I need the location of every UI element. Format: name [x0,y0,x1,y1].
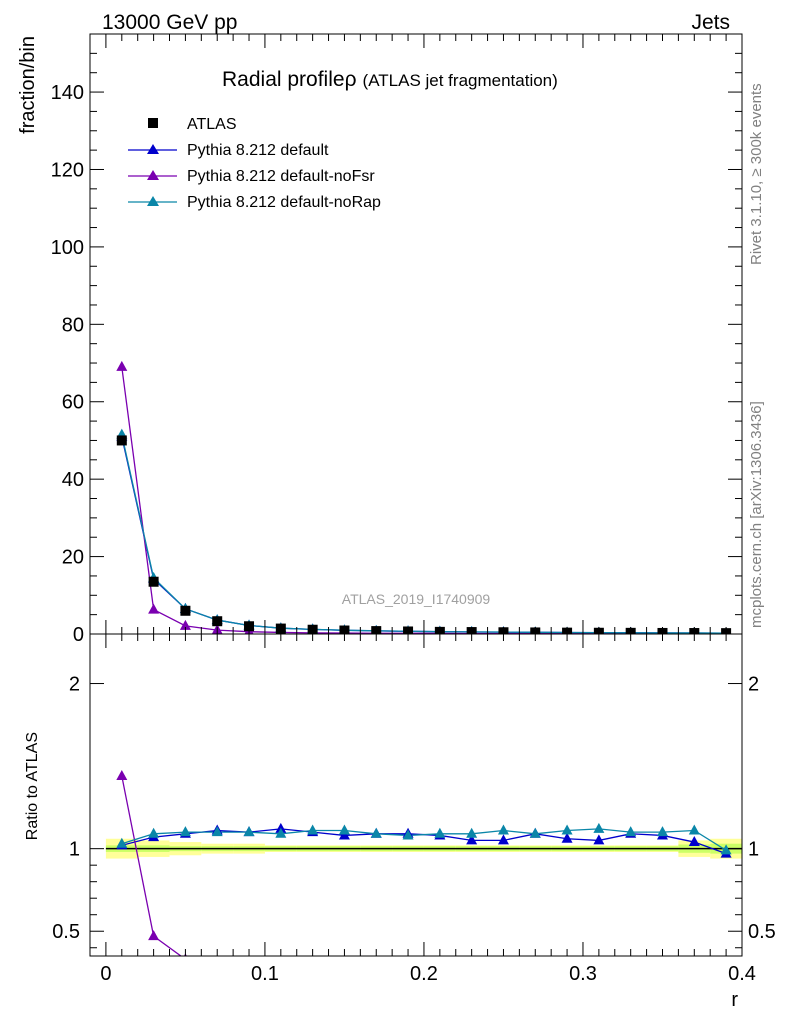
ratio-point-pythia-8-212-default-norap [370,827,382,838]
ratio-line-pythia-8-212-default-norap [121,828,727,851]
x-tick-label: 0.1 [251,963,279,985]
ratio-point-pythia-8-212-default-norap [402,829,414,840]
ratio-y-tick-label-right: 1 [748,839,759,861]
site-label: mcplots.cern.ch [arXiv:1306.3436] [748,401,765,628]
ratio-point-pythia-8-212-default [593,834,605,845]
x-axis-label: r [731,989,738,1011]
main-y-tick-label: 0 [73,624,84,646]
legend-label-nofsr: Pythia 8.212 default-noFsr [187,168,375,185]
main-point-pythia-8-212-default-nofsr [148,603,160,614]
ratio-point-pythia-8-212-default-nofsr [657,973,668,983]
ratio-frame [89,633,743,957]
legend-title-rho: ρ [345,68,357,91]
ratio-point-pythia-8-212-default-norap [497,824,509,835]
legend-marker-nofsr [147,170,159,180]
rivet-label: Rivet 3.1.10, ≥ 300k events [748,83,765,265]
ratio-point-pythia-8-212-default-norap [593,822,605,833]
data-point-atlas [148,576,159,587]
ratio-point-pythia-8-212-default-norap [148,827,160,838]
legend: ATLAS Pythia 8.212 default Pythia 8.212 … [128,116,381,211]
ratio-point-pythia-8-212-default-norap [275,827,287,838]
main-y-tick-label: 140 [51,82,84,104]
ratio-y-tick-label: 2 [69,674,80,696]
main-y-tick-label: 60 [62,392,84,414]
legend-label-atlas: ATLAS [187,116,237,133]
legend-label-default: Pythia 8.212 default [187,142,329,159]
energy-label: 13000 GeV pp [102,11,237,34]
x-tick-label: 0 [100,963,111,985]
ratio-point-pythia-8-212-default-norap [529,827,541,838]
x-tick-label: 0.4 [728,963,756,985]
ratio-point-pythia-8-212-default-norap [434,827,446,838]
legend-title-main: Radial profile [222,68,345,91]
ratio-point-pythia-8-212-default-norap [720,844,732,855]
ratio-y-tick-label-right: 2 [748,674,759,696]
ratio-y-tick-label-right: 0.5 [748,921,776,943]
ratio-plot [105,770,742,985]
ratio-point-pythia-8-212-default-norap [307,824,319,835]
ratio-point-pythia-8-212-default-norap [625,826,637,837]
legend-marker-norap [147,196,159,206]
ratio-y-axis-label: Ratio to ATLAS [24,732,41,840]
data-point-atlas [244,621,255,632]
legend-marker-atlas [148,118,158,128]
x-tick-label: 0.3 [569,963,597,985]
ratio-point-pythia-8-212-default-norap [243,826,255,837]
x-tick-label: 0.2 [410,963,438,985]
legend-label-norap: Pythia 8.212 default-noRap [187,194,381,211]
ratio-point-pythia-8-212-default-nofsr [689,975,700,985]
ratio-point-pythia-8-212-default-norap [211,826,223,837]
main-y-tick-label: 80 [62,314,84,336]
ratio-point-pythia-8-212-default-norap [656,826,668,837]
ratio-point-pythia-8-212-default-norap [338,824,350,835]
analysis-id-label: ATLAS_2019_I1740909 [342,591,491,607]
ratio-point-pythia-8-212-default-norap [466,827,478,838]
ratio-point-pythia-8-212-default-nofsr [148,930,160,941]
legend-title: Radial profileρ (ATLAS jet fragmentation) [222,68,558,91]
ratio-point-pythia-8-212-default-norap [561,824,573,835]
ratio-point-pythia-8-212-default-nofsr [498,970,509,980]
ratio-y-tick-label: 1 [69,839,80,861]
main-y-tick-label: 20 [62,547,84,569]
main-point-pythia-8-212-default-nofsr [116,360,128,371]
ratio-point-pythia-8-212-default-nofsr [466,970,477,980]
main-y-axis-label: fraction/bin [17,36,39,134]
ratio-point-pythia-8-212-default-nofsr [371,968,382,978]
main-y-tick-label: 120 [51,159,84,181]
data-point-atlas [180,605,191,616]
ratio-point-pythia-8-212-default-nofsr [339,967,350,977]
ratio-point-pythia-8-212-default-norap [116,837,128,848]
ratio-y-tick-label: 0.5 [52,921,80,943]
ratio-point-pythia-8-212-default-nofsr [530,971,541,981]
ratio-point-pythia-8-212-default-norap [179,826,191,837]
ratio-point-pythia-8-212-default-nofsr [625,973,636,983]
data-point-atlas [116,435,127,446]
main-y-tick-label: 40 [62,469,84,491]
ratio-point-pythia-8-212-default [497,834,509,845]
ratio-point-pythia-8-212-default-nofsr [212,960,223,970]
ratio-point-pythia-8-212-default-nofsr [307,967,318,977]
legend-marker-default [147,144,159,154]
ratio-point-pythia-8-212-default [561,832,573,843]
main-y-tick-label: 100 [51,237,84,259]
ratio-point-pythia-8-212-default-norap [688,824,700,835]
category-label: Jets [691,11,730,34]
legend-title-sub: (ATLAS jet fragmentation) [363,71,558,90]
ratio-point-pythia-8-212-default [688,836,700,847]
main-point-pythia-8-212-default-nofsr [179,619,191,630]
data-point-atlas [212,616,223,627]
ratio-point-pythia-8-212-default-nofsr [116,770,128,781]
ratio-point-pythia-8-212-default [466,834,478,845]
